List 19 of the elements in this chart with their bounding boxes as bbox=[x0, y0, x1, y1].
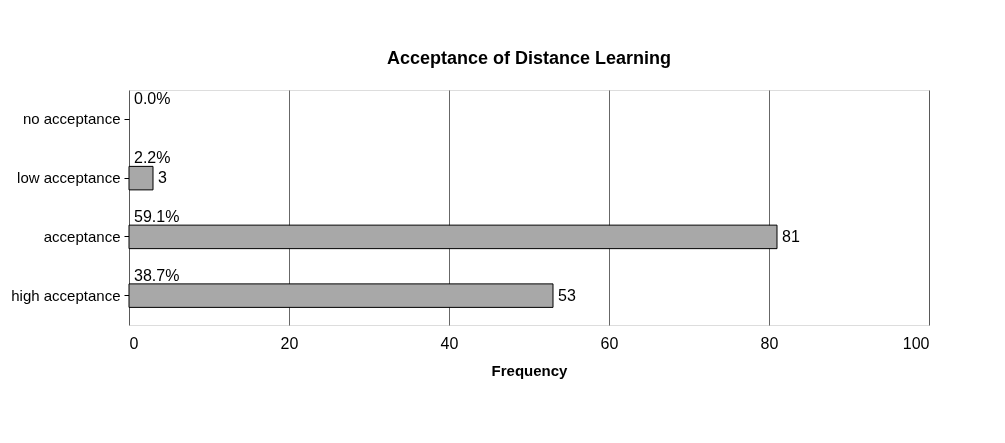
data-label: 3 bbox=[158, 169, 167, 187]
annotation: 59.1% bbox=[134, 207, 180, 225]
y-tick-label: no acceptance bbox=[22, 110, 121, 128]
x-tick-label: 60 bbox=[600, 334, 619, 352]
annotation: 38.7% bbox=[134, 266, 180, 284]
annotation: 2.2% bbox=[134, 149, 171, 167]
y-tick-label: low acceptance bbox=[17, 169, 121, 187]
x-tick-label: 0 bbox=[129, 334, 139, 352]
x-tick-label: 100 bbox=[902, 334, 930, 352]
x-axis-title: Frequency bbox=[491, 361, 569, 379]
y-tick-label: acceptance bbox=[43, 227, 121, 245]
annotation: 0.0% bbox=[134, 90, 171, 108]
y-tick-label: high acceptance bbox=[11, 286, 121, 304]
chart-title: Acceptance of Distance Learning bbox=[386, 48, 672, 68]
x-tick-label: 40 bbox=[440, 334, 459, 352]
x-tick-label: 20 bbox=[280, 334, 299, 352]
x-tick-label: 80 bbox=[760, 334, 779, 352]
data-label: 81 bbox=[782, 227, 800, 245]
data-label: 53 bbox=[558, 286, 576, 304]
